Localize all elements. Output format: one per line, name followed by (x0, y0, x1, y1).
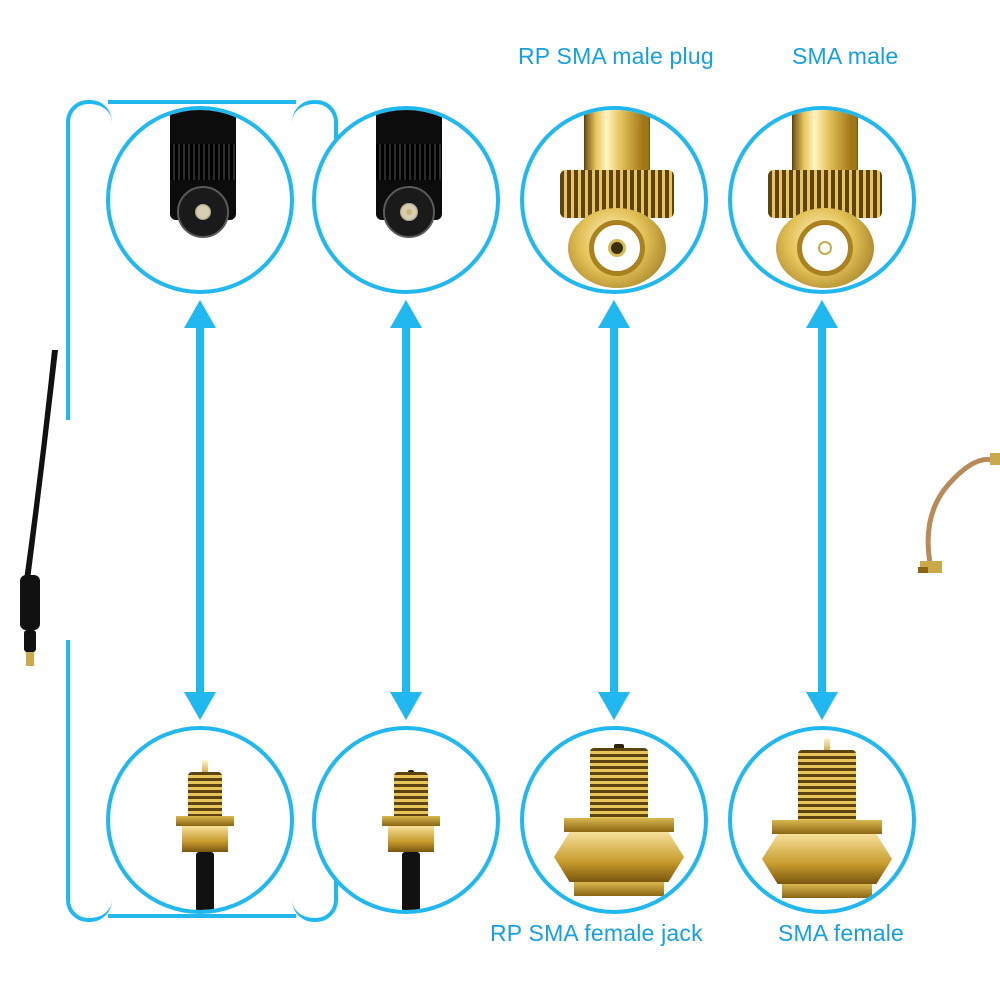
circle-top4-sma-male (728, 106, 916, 294)
circle-bot1-sma-jack (106, 726, 294, 914)
pigtail-cable-icon (918, 445, 1000, 585)
circle-top3-rp-sma-male (520, 106, 708, 294)
bracket-bottom-left (66, 858, 112, 922)
circle-bot4-sma-female (728, 726, 916, 914)
bracket-top-left (66, 100, 112, 164)
circle-bot3-rp-sma-female (520, 726, 708, 914)
label-rp-sma-male-plug: RP SMA male plug (518, 43, 714, 70)
circle-top1-antenna-stub (106, 106, 294, 294)
bracket-bottom-mid (108, 914, 296, 918)
label-sma-male: SMA male (792, 43, 898, 70)
circle-top2-antenna-stub (312, 106, 500, 294)
bracket-bottom-left-rise (66, 640, 70, 860)
circle-bot2-rp-sma-jack (312, 726, 500, 914)
label-sma-female: SMA female (778, 920, 904, 947)
wifi-antenna-icon (0, 350, 90, 670)
diagram-stage: RP SMA male plug SMA male RP SMA female … (0, 0, 1000, 1000)
label-rp-sma-female-jack: RP SMA female jack (490, 920, 703, 947)
bracket-top-mid (108, 100, 296, 104)
